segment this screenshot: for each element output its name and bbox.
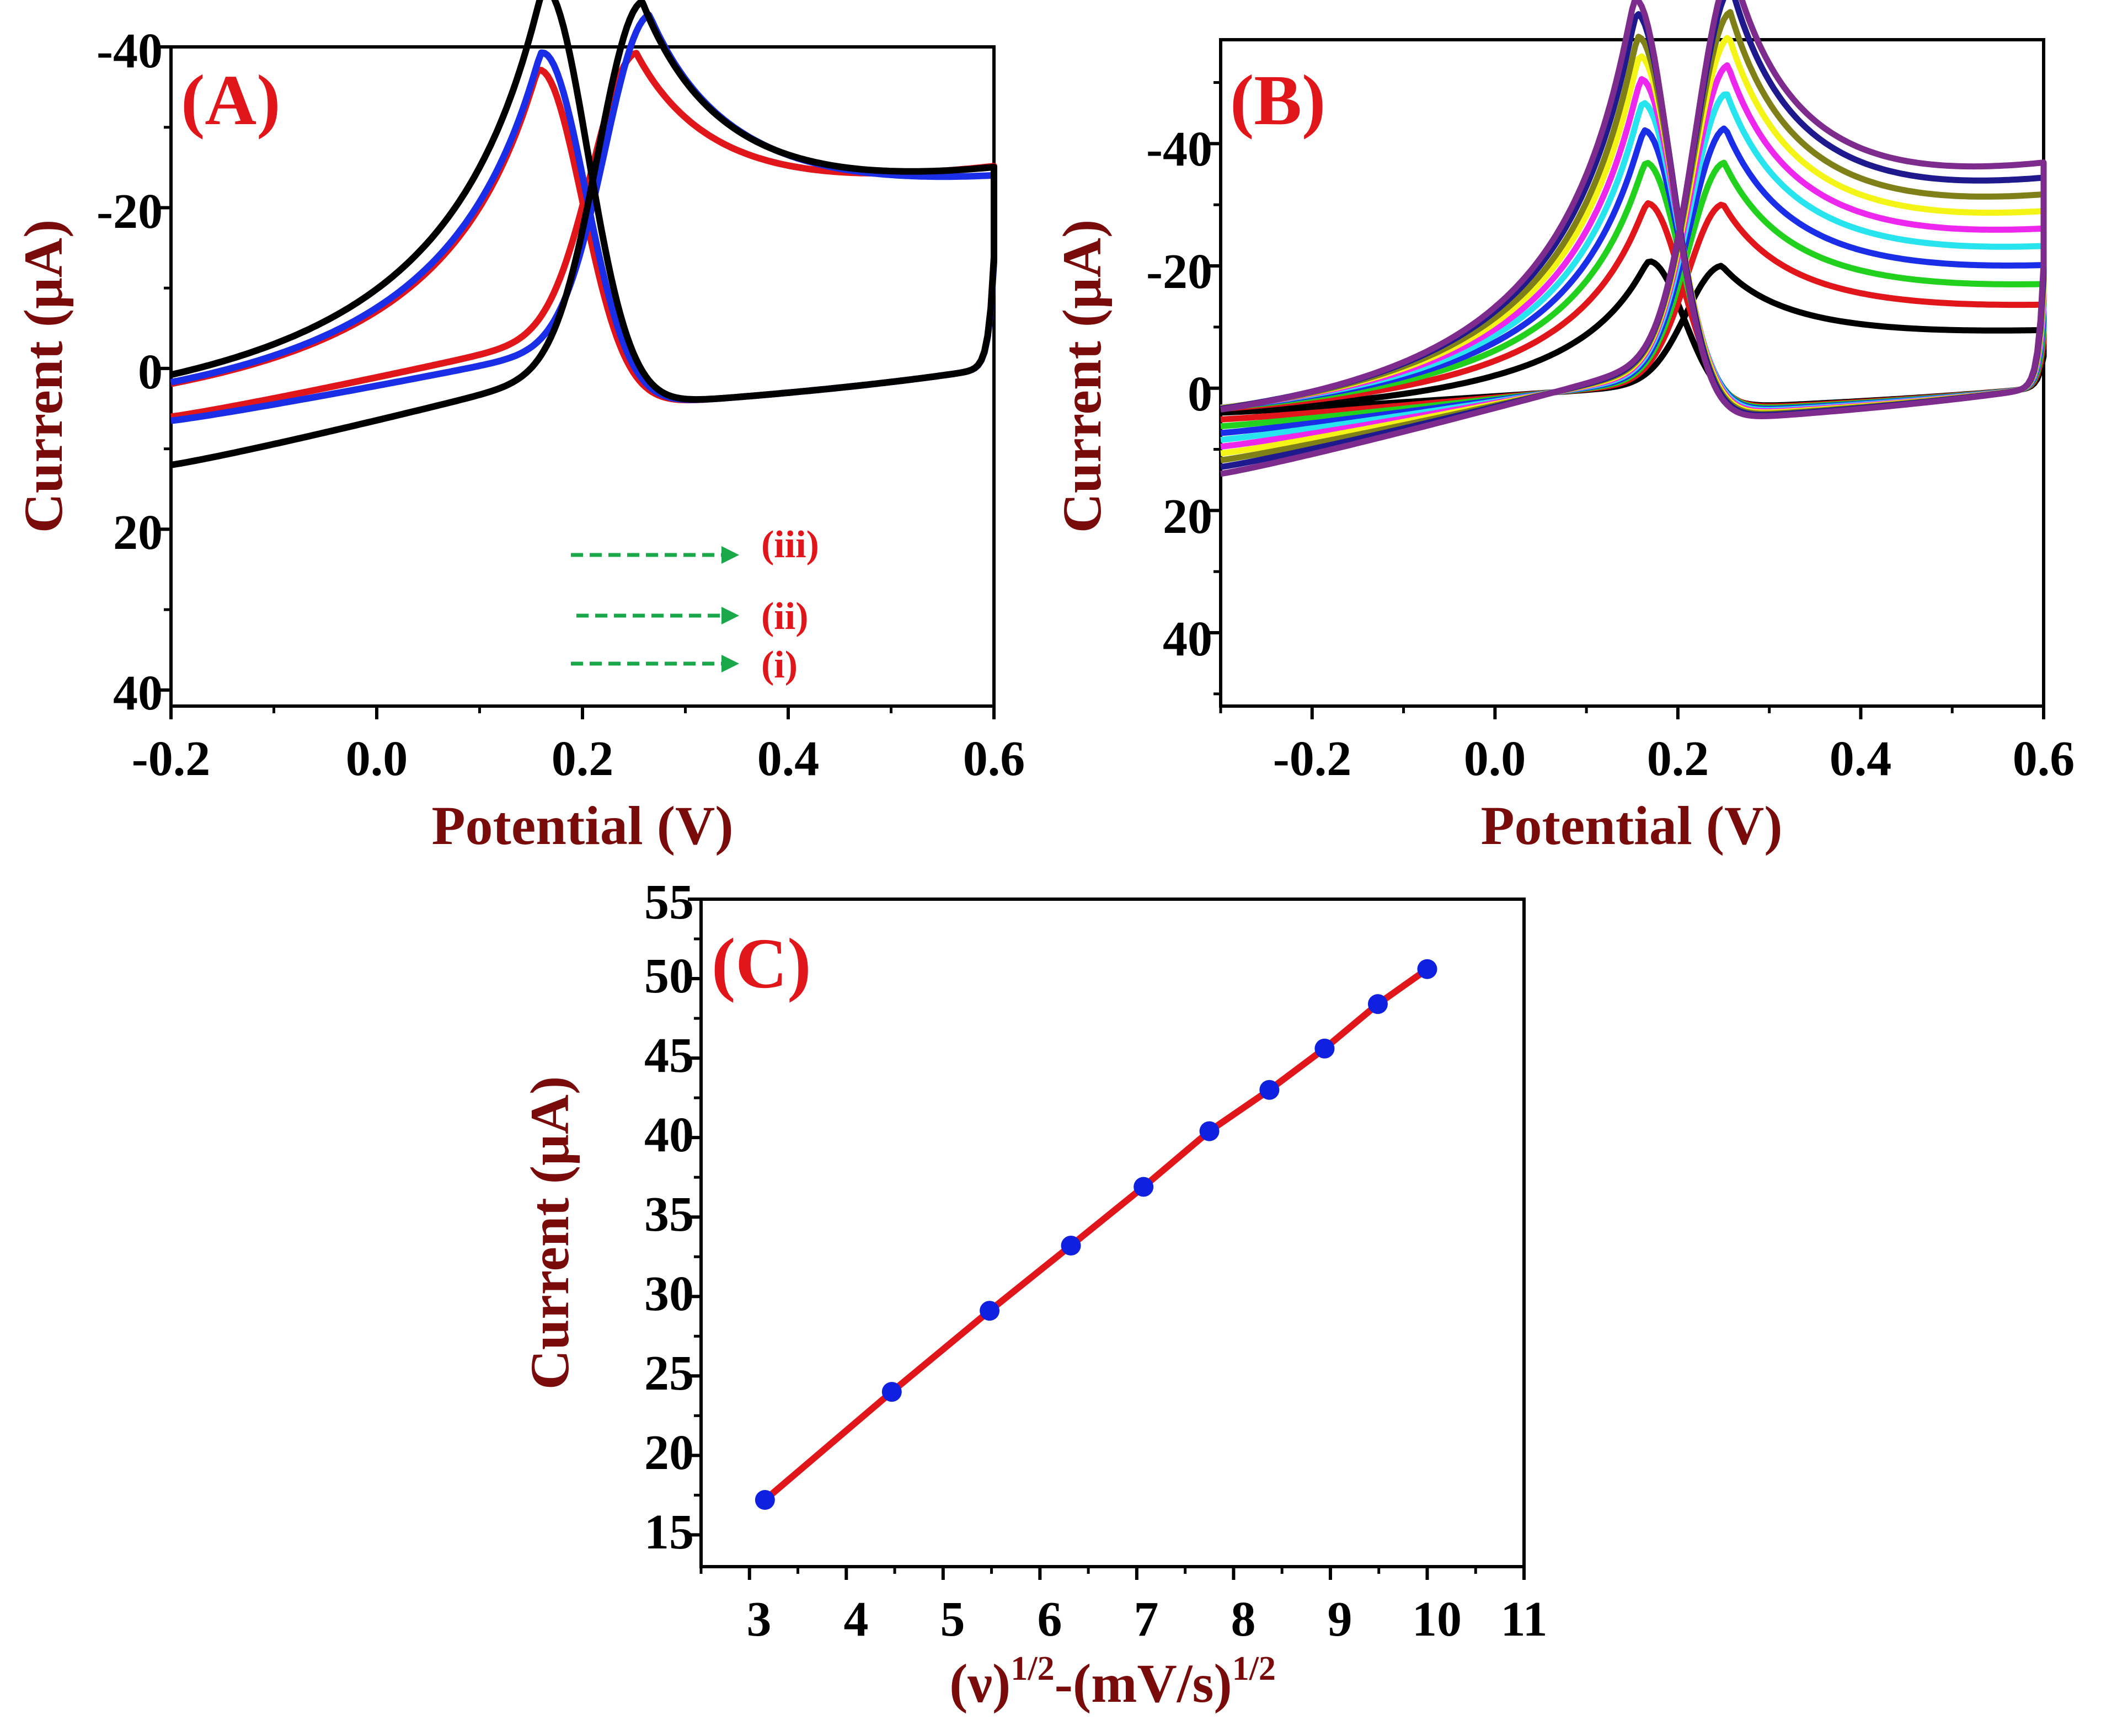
panel-c-ticks <box>688 898 1526 1580</box>
panel-a-ytick-label: 40 <box>113 666 163 720</box>
panel-b-ytick-label: 40 <box>1163 612 1212 666</box>
panel-a-ytick-label: -20 <box>97 184 163 239</box>
annotation-label-i: (i) <box>761 644 798 686</box>
panel-a-frame <box>169 45 996 708</box>
panel-c-ytick-label: 20 <box>644 1425 694 1480</box>
panel-c-xlabel-sup2: 1/2 <box>1232 1650 1276 1687</box>
panel-b-ytick-label: 0 <box>1188 367 1212 421</box>
panel-b-cv-curve-s10 <box>1220 0 2047 477</box>
panel-a-xlabel: Potential (V) <box>431 795 733 856</box>
panel-c-data-point <box>755 1490 775 1510</box>
panel-c-xtick-label: 8 <box>1231 1592 1256 1647</box>
panel-a-xtick-label: -0.2 <box>132 731 210 786</box>
panel-c-ytick-label: 40 <box>644 1108 694 1162</box>
panel-c-data-point <box>980 1301 1000 1321</box>
panel-c-xtick-label: 9 <box>1328 1592 1352 1647</box>
panel-a-ticks <box>158 45 996 719</box>
panel-c-xtick-label: 5 <box>940 1592 965 1647</box>
panel-b-curves <box>1220 0 2047 477</box>
annotation-arrowhead-ii <box>721 607 739 624</box>
panel-c-ytick-label: 15 <box>644 1505 694 1559</box>
panel-c-xtick-label: 7 <box>1134 1592 1159 1647</box>
panel-c-data-point <box>1314 1038 1335 1059</box>
panel-b-xlabel: Potential (V) <box>1480 795 1782 856</box>
panel-c-ytick-label: 55 <box>644 875 694 930</box>
panel-a-label: (A) <box>181 61 280 140</box>
panel-a-xtick-label: 0.2 <box>552 731 614 786</box>
panel-c-ytick-label: 25 <box>644 1346 694 1401</box>
panel-a-xtick-label: 0.6 <box>963 731 1025 786</box>
panel-c-xtick-label: 4 <box>844 1592 869 1647</box>
panel-c-data-point <box>1199 1121 1220 1141</box>
panel-b-xtick-label: -0.2 <box>1273 731 1351 786</box>
panel-c-ytick-label: 50 <box>644 949 694 1003</box>
annotation-arrowhead-i <box>721 655 739 672</box>
panel-b-ytick-label: -40 <box>1146 122 1212 177</box>
panel-a-curves <box>170 0 997 468</box>
panel-c-ylabel: Current (μA) <box>519 1076 580 1390</box>
panel-b-ytick-label: -20 <box>1146 244 1212 299</box>
annotation-label-iii: (iii) <box>761 524 819 566</box>
panel-c-ytick-label: 30 <box>644 1267 694 1321</box>
annotation-label-ii: (ii) <box>761 595 809 638</box>
panel-c-data-point <box>1061 1236 1081 1256</box>
panel-a-cv-curve-(i) <box>170 0 997 468</box>
panel-c-data-point <box>1367 994 1388 1014</box>
panel-c-xlabel-nu: (ν) <box>949 1653 1011 1714</box>
panel-b-label: (B) <box>1230 61 1325 140</box>
panel-b-xtick-label: 0.6 <box>2013 731 2075 786</box>
panel-a-xtick-label: 0.4 <box>757 731 820 786</box>
panel-b-ylabel: Current (μA) <box>1051 220 1113 533</box>
panel-c-chart: (C) 3 4 5 6 7 8 9 10 11 15 20 25 30 35 4… <box>519 875 1548 1714</box>
panel-a-ytick-label: 0 <box>138 345 163 399</box>
panel-b-xtick-label: 0.4 <box>1830 731 1892 786</box>
panel-b-ytick-label: 20 <box>1163 489 1212 544</box>
annotation-arrowhead-iii <box>721 546 739 564</box>
panel-a-xtick-label: 0.0 <box>346 731 408 786</box>
panel-c-xlabel-units: -(mV/s) <box>1055 1653 1232 1714</box>
panel-c-xtick-label: 10 <box>1412 1592 1462 1647</box>
panel-a-ytick-label: 20 <box>113 505 163 560</box>
panel-c-data-point <box>1259 1080 1280 1100</box>
panel-a-ytick-label: -40 <box>97 24 163 78</box>
panel-c-data-point <box>1417 959 1437 979</box>
panel-c-xtick-label: 11 <box>1500 1592 1547 1647</box>
panel-c-xtick-label: 3 <box>747 1592 772 1647</box>
panel-a-ylabel: Current (μA) <box>13 220 74 533</box>
panel-c-label: (C) <box>712 924 811 1003</box>
panel-c-plot <box>755 959 1437 1510</box>
panel-a-annotations: (iii) (ii) (i) <box>571 524 819 686</box>
panel-c-data-point <box>881 1382 902 1402</box>
panel-b-ticks <box>1207 81 2045 719</box>
panel-c-xlabel: (ν)1/2-(mV/s)1/2 <box>949 1650 1276 1714</box>
panel-b-xtick-label: 0.0 <box>1464 731 1526 786</box>
panel-c-xlabel-sup1: 1/2 <box>1011 1650 1054 1687</box>
panel-b-cv-curve-s6 <box>1220 62 2047 450</box>
panel-c-frame <box>699 898 1526 1568</box>
panel-c-ytick-label: 45 <box>644 1028 694 1083</box>
panel-c-data-point <box>1134 1177 1154 1197</box>
panel-b-xtick-label: 0.2 <box>1647 731 1709 786</box>
panel-c-xtick-label: 6 <box>1038 1592 1062 1647</box>
panel-c-ytick-label: 35 <box>644 1187 694 1242</box>
panel-c-fit-line <box>762 966 1429 1503</box>
panel-b-chart: (B) -0.2 0.0 0.2 0.4 0.6 -40 -20 0 20 40… <box>1051 0 2075 856</box>
panel-a-chart: (A) -0.2 0.0 0.2 0.4 0.6 -40 -20 0 20 40… <box>13 0 1025 856</box>
